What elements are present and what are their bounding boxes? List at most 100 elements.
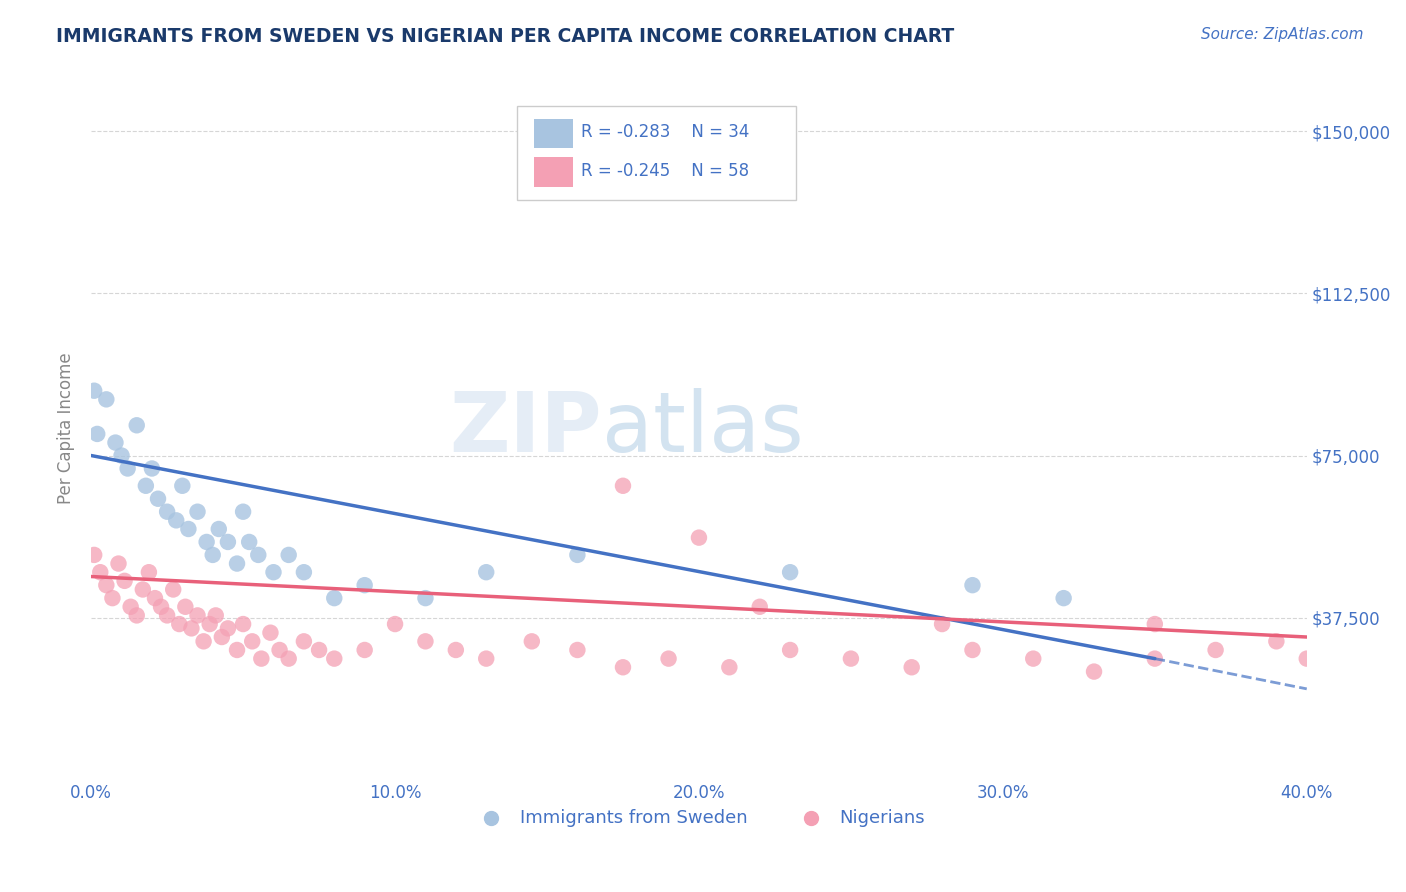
Point (169, 617, 191, 632)
Point (353, 643, 375, 657)
FancyBboxPatch shape (516, 105, 796, 201)
Point (117, 461, 139, 475)
Point (1022, 651, 1045, 665)
Point (141, 461, 163, 475)
Point (146, 491, 169, 506)
Point (688, 531, 710, 545)
Point (475, 651, 498, 665)
Point (839, 651, 862, 665)
Point (195, 535, 218, 549)
Point (186, 608, 208, 623)
Point (1205, 643, 1227, 657)
Point (177, 522, 200, 536)
Point (135, 479, 157, 493)
Text: Source: ZipAtlas.com: Source: ZipAtlas.com (1201, 27, 1364, 42)
Point (931, 617, 953, 632)
Point (83, 384, 105, 398)
Point (156, 608, 179, 623)
Point (208, 522, 231, 536)
Point (240, 634, 263, 648)
Point (353, 578, 375, 592)
Point (198, 617, 221, 632)
Point (238, 535, 260, 549)
Point (193, 634, 215, 648)
Point (259, 625, 281, 640)
Point (96, 578, 118, 592)
Point (900, 660, 922, 674)
Point (217, 535, 239, 549)
Text: atlas: atlas (602, 388, 803, 469)
Point (277, 548, 299, 562)
Point (612, 479, 634, 493)
Point (962, 643, 984, 657)
Point (567, 643, 589, 657)
Point (308, 643, 330, 657)
Point (415, 591, 437, 606)
Point (384, 617, 406, 632)
Point (162, 582, 184, 597)
Point (612, 660, 634, 674)
Point (172, 479, 194, 493)
Point (217, 621, 239, 635)
Point (232, 617, 254, 632)
Point (1143, 617, 1166, 632)
Point (125, 418, 148, 433)
Point (186, 505, 208, 519)
Y-axis label: Per Capita Income: Per Capita Income (58, 352, 75, 504)
Point (150, 599, 173, 614)
Point (204, 608, 226, 623)
FancyBboxPatch shape (534, 119, 572, 148)
Point (138, 565, 160, 579)
Point (1083, 665, 1105, 679)
Text: R = -0.245    N = 58: R = -0.245 N = 58 (581, 161, 749, 180)
Point (1265, 634, 1288, 648)
Text: IMMIGRANTS FROM SWEDEN VS NIGERIAN PER CAPITA INCOME CORRELATION CHART: IMMIGRANTS FROM SWEDEN VS NIGERIAN PER C… (56, 27, 955, 45)
Point (444, 643, 467, 657)
Point (658, 651, 681, 665)
Point (323, 591, 346, 606)
Point (110, 449, 132, 463)
Point (114, 574, 136, 588)
Point (89, 565, 111, 579)
Point (415, 634, 437, 648)
Point (107, 557, 129, 571)
Point (1143, 651, 1166, 665)
Point (292, 634, 315, 648)
Point (779, 643, 801, 657)
Point (567, 548, 589, 562)
Text: R = -0.283    N = 34: R = -0.283 N = 34 (581, 123, 749, 141)
Point (269, 643, 291, 657)
Point (211, 630, 233, 644)
Point (226, 557, 249, 571)
Point (86, 426, 108, 441)
Point (1295, 651, 1317, 665)
Point (120, 599, 142, 614)
Point (174, 599, 197, 614)
Point (962, 578, 984, 592)
Point (83, 548, 105, 562)
Point (718, 660, 741, 674)
Point (165, 513, 187, 527)
Text: ZIP: ZIP (449, 388, 602, 469)
Point (263, 565, 285, 579)
Point (250, 651, 273, 665)
Point (277, 651, 299, 665)
Point (156, 505, 179, 519)
Point (247, 548, 270, 562)
Point (180, 621, 202, 635)
Legend: Immigrants from Sweden, Nigerians: Immigrants from Sweden, Nigerians (465, 801, 932, 834)
Point (101, 591, 124, 606)
Point (292, 565, 315, 579)
Point (520, 634, 543, 648)
Point (201, 548, 224, 562)
Point (104, 435, 127, 450)
Point (748, 599, 770, 614)
Point (475, 565, 498, 579)
Point (125, 608, 148, 623)
Point (96, 392, 118, 407)
Point (779, 565, 801, 579)
Point (323, 651, 346, 665)
Point (143, 591, 166, 606)
Point (232, 505, 254, 519)
Point (226, 643, 249, 657)
